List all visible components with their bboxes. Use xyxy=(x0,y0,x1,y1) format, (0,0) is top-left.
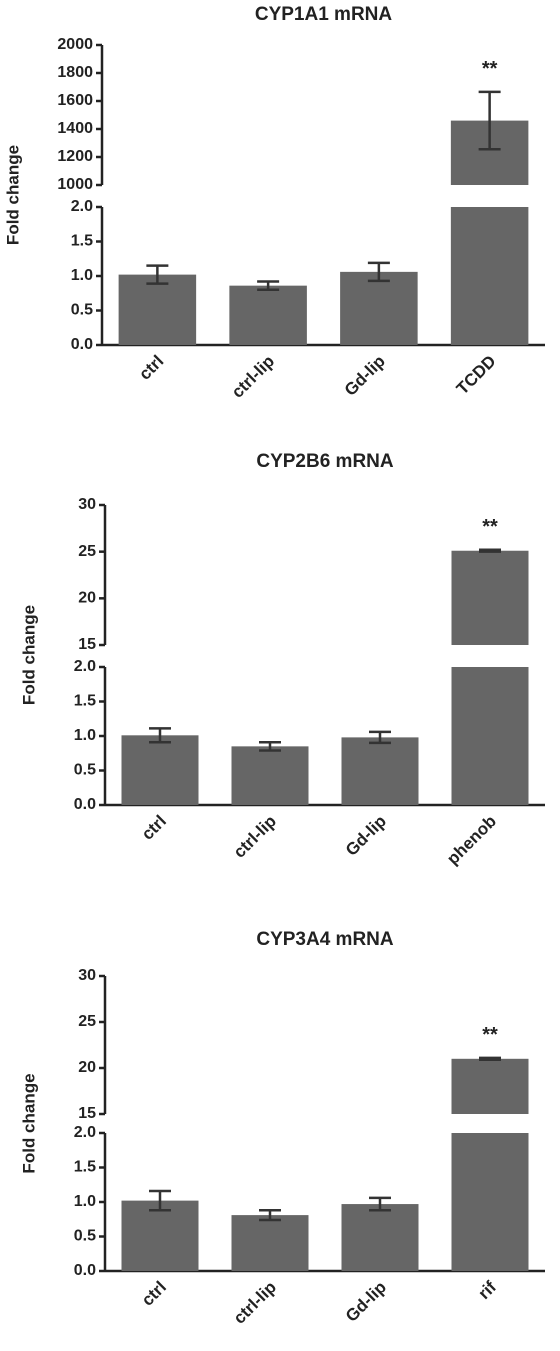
y-tick-label: 15 xyxy=(78,636,96,653)
y-tick-label: 1.0 xyxy=(71,267,93,284)
significance: ** xyxy=(482,58,498,80)
y-tick-label: 2.0 xyxy=(71,198,93,215)
chart-title: CYP2B6 mRNA xyxy=(256,451,394,472)
y-tick-label: 1200 xyxy=(57,148,93,165)
x-tick-label: Gd-lip xyxy=(342,812,390,860)
y-tick-label: 20 xyxy=(78,1059,96,1076)
x-tick-label: ctrl xyxy=(138,1278,170,1310)
bar xyxy=(450,207,529,345)
y-tick-label: 1.5 xyxy=(74,693,96,710)
y-tick-label: 0.0 xyxy=(74,796,96,813)
y-axis-label: Fold change xyxy=(19,605,38,705)
bar xyxy=(451,550,529,645)
y-tick-label: 20 xyxy=(78,590,96,607)
y-tick-label: 2000 xyxy=(57,36,93,53)
y-axis-label: Fold change xyxy=(19,1073,38,1173)
chart-title: CYP3A4 mRNA xyxy=(256,929,394,950)
bar xyxy=(121,735,199,805)
y-tick-label: 25 xyxy=(78,1013,96,1030)
y-tick-label: 30 xyxy=(78,496,96,513)
y-tick-label: 30 xyxy=(78,967,96,984)
y-tick-label: 15 xyxy=(78,1105,96,1122)
bar xyxy=(451,1058,529,1114)
x-tick-label: Gd-lip xyxy=(342,1278,390,1326)
y-tick-label: 2.0 xyxy=(74,1124,96,1141)
bar xyxy=(451,1133,529,1271)
y-tick-label: 0.5 xyxy=(71,302,93,319)
x-tick-label: ctrl-lip xyxy=(230,812,280,862)
y-tick-label: 0.5 xyxy=(74,762,96,779)
y-tick-label: 1.0 xyxy=(74,727,96,744)
bar xyxy=(451,667,529,805)
bar xyxy=(231,746,309,805)
y-tick-label: 0.5 xyxy=(74,1228,96,1245)
chart-title: CYP1A1 mRNA xyxy=(255,4,393,25)
y-tick-label: 1000 xyxy=(57,176,93,193)
significance: ** xyxy=(482,516,498,538)
significance: ** xyxy=(482,1024,498,1046)
y-tick-label: 1.5 xyxy=(71,233,93,250)
x-tick-label: rif xyxy=(475,1277,501,1303)
y-tick-label: 1.5 xyxy=(74,1159,96,1176)
y-tick-label: 0.0 xyxy=(74,1262,96,1279)
bar xyxy=(341,737,419,805)
y-tick-label: 1600 xyxy=(57,92,93,109)
bar xyxy=(229,285,307,345)
bar xyxy=(121,1200,199,1271)
bar xyxy=(231,1215,309,1271)
y-tick-label: 2.0 xyxy=(74,658,96,675)
x-tick-label: ctrl xyxy=(138,812,170,844)
y-tick-label: 1400 xyxy=(57,120,93,137)
x-tick-label: ctrl xyxy=(135,352,167,384)
x-tick-label: ctrl-lip xyxy=(228,352,278,402)
x-tick-label: ctrl-lip xyxy=(230,1278,280,1328)
x-tick-label: Gd-lip xyxy=(341,352,389,400)
y-tick-label: 25 xyxy=(78,543,96,560)
y-tick-label: 0.0 xyxy=(71,336,93,353)
bar xyxy=(341,1204,419,1271)
bar xyxy=(118,274,197,345)
bar xyxy=(340,271,418,345)
y-tick-label: 1.0 xyxy=(74,1193,96,1210)
x-tick-label: TCDD xyxy=(453,352,500,399)
x-tick-label: phenob xyxy=(443,812,500,869)
y-tick-label: 1800 xyxy=(57,64,93,81)
y-axis-label: Fold change xyxy=(3,145,22,245)
